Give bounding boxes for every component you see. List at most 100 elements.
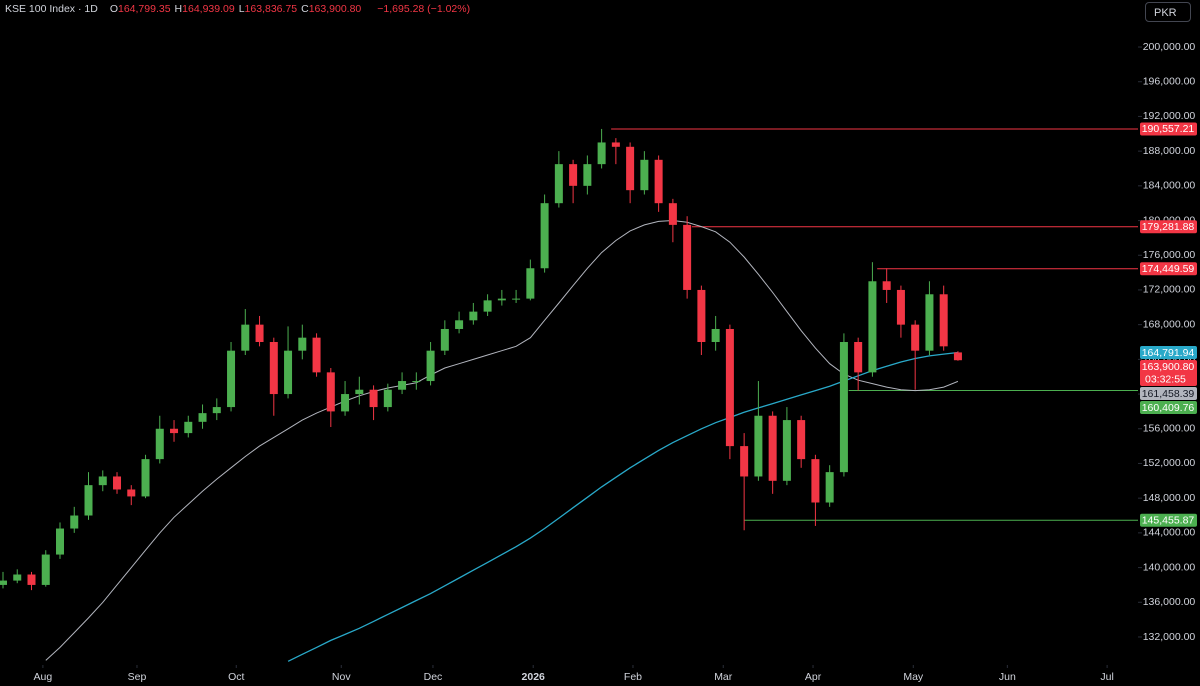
x-tick-label: Sep	[128, 671, 147, 683]
candle-body	[554, 164, 563, 204]
ohlc-value: 163,900.80	[308, 3, 362, 15]
y-tick-label: 140,000.00	[1143, 561, 1196, 573]
symbol: KSE 100 Index · 1D	[5, 3, 98, 15]
candle-body	[56, 528, 65, 555]
candle-body	[455, 320, 464, 329]
candle-body	[740, 446, 749, 477]
candle-body	[540, 203, 549, 269]
candle-body	[426, 350, 435, 382]
candle-body	[227, 350, 236, 408]
candle-body	[854, 342, 863, 373]
x-tick-label: May	[903, 671, 924, 683]
candle-body	[412, 381, 421, 383]
candle-body	[896, 289, 905, 325]
countdown: 03:32:55	[1145, 373, 1186, 385]
candle-body	[27, 574, 36, 585]
x-tick-label: Jun	[999, 671, 1016, 683]
price-tag	[1140, 359, 1197, 386]
price-axis-bg	[1138, 0, 1200, 686]
candle-body	[198, 413, 207, 422]
candle-body	[569, 164, 578, 186]
candle-body	[284, 350, 293, 395]
candle-body	[697, 289, 706, 342]
candle-body	[725, 328, 734, 447]
ohlc: O164,799.35 H164,939.09 L163,836.75 C163,90…	[110, 3, 365, 15]
candle-body	[212, 407, 221, 414]
candle-body	[939, 294, 948, 347]
candle-body	[141, 459, 150, 497]
y-tick-label: 156,000.00	[1143, 423, 1196, 435]
candle-body	[640, 159, 649, 191]
candle-body	[825, 472, 834, 503]
candle-body	[483, 300, 492, 312]
price-tag-label: 174,449.59	[1142, 263, 1195, 275]
y-tick-label: 144,000.00	[1143, 527, 1196, 539]
candle-body	[440, 328, 449, 351]
candle-body	[84, 485, 93, 516]
ohlc-letter: O	[109, 3, 118, 15]
candle-body	[668, 203, 677, 225]
candle-body	[882, 281, 891, 290]
x-tick-label: Feb	[624, 671, 642, 683]
candle-body	[255, 324, 264, 342]
candle-body	[41, 554, 50, 585]
candle-body	[184, 421, 193, 434]
y-tick-label: 168,000.00	[1143, 318, 1196, 330]
y-tick-label: 192,000.00	[1143, 110, 1196, 122]
price-tag-label: 190,557.21	[1142, 123, 1195, 135]
legend-header: KSE 100 Index · 1D O164,799.35 H164,939.09…	[5, 3, 470, 15]
candle-body	[597, 142, 606, 165]
y-tick-label: 172,000.00	[1143, 284, 1196, 296]
candle-body	[839, 342, 848, 473]
candle-body	[811, 459, 820, 503]
candle-body	[355, 389, 364, 395]
y-tick-label: 196,000.00	[1143, 76, 1196, 88]
change: −1,695.28 (−1.02%)	[377, 3, 471, 15]
candle-body	[683, 224, 692, 290]
y-tick-label: 184,000.00	[1143, 180, 1196, 192]
candle-body	[170, 428, 179, 434]
price-tag-label: 164,791.94	[1142, 347, 1195, 359]
ohlc-value: 164,939.09	[182, 3, 235, 15]
candle-body	[868, 281, 877, 373]
candle-body	[526, 268, 535, 299]
y-tick-label: 200,000.00	[1143, 41, 1196, 53]
price-tag	[1140, 220, 1197, 234]
candle-body	[326, 372, 335, 412]
candle-body	[13, 574, 22, 581]
price-tag	[1140, 122, 1197, 136]
y-tick-label: 152,000.00	[1143, 457, 1196, 469]
candle-body	[626, 146, 635, 191]
candle-body	[241, 324, 250, 351]
price-tag	[1140, 262, 1197, 276]
candle-body	[269, 342, 278, 395]
price-tag	[1140, 513, 1197, 527]
candle-body	[797, 420, 806, 460]
candle-body	[768, 415, 777, 481]
candle-body	[512, 298, 521, 300]
y-tick-label: 188,000.00	[1143, 145, 1196, 157]
candle-body	[911, 324, 920, 351]
ohlc-value: 164,799.35	[117, 3, 171, 15]
x-tick-label: 2026	[522, 671, 546, 683]
candle-body	[925, 294, 934, 351]
candle-body	[754, 415, 763, 477]
ohlc-letter: L	[238, 3, 245, 15]
candle-body	[611, 142, 620, 147]
candle-body	[469, 311, 478, 321]
ohlc-letter: H	[174, 3, 183, 15]
candle-body	[298, 337, 307, 351]
price-tag-label: 179,281.88	[1142, 221, 1195, 233]
candle-body	[953, 352, 962, 361]
currency-button[interactable]: PKR	[1145, 2, 1191, 22]
candle-body	[70, 515, 79, 529]
candle-body	[341, 394, 350, 412]
candle-body	[654, 159, 663, 204]
candle-body	[497, 298, 506, 301]
price-tag-label: 160,409.76	[1142, 402, 1195, 414]
x-tick-label: Jul	[1100, 671, 1113, 683]
price-tag-label: 145,455.87	[1142, 515, 1195, 527]
y-tick-label: 176,000.00	[1143, 249, 1196, 261]
